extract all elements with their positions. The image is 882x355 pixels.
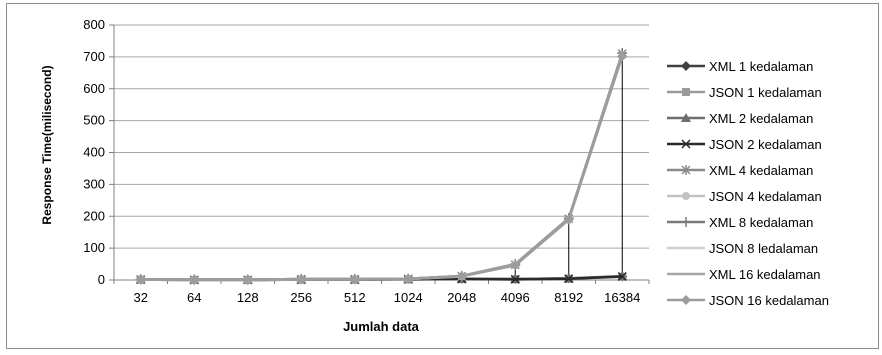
x-tick-label: 8192 (554, 290, 583, 305)
y-tick-label: 800 (83, 17, 105, 32)
x-tick-label: 64 (187, 290, 201, 305)
data-point (510, 260, 521, 271)
series-7 (135, 48, 628, 285)
legend-entry: XML 1 kedalaman (667, 59, 813, 74)
legend-marker (681, 139, 691, 149)
data-point (617, 271, 627, 282)
legend: XML 1 kedalaman JSON 1 kedalaman XML 2 ked… (667, 59, 829, 308)
series-line (140, 52, 624, 281)
y-tick-label: 300 (83, 176, 105, 191)
legend-entry: JSON 1 kedalaman (667, 85, 822, 100)
legend-label: JSON 1 kedalaman (709, 85, 822, 100)
legend-entry: XML 2 kedalaman (667, 111, 813, 126)
drop-lines (461, 53, 623, 280)
y-tick-label: 200 (83, 208, 105, 223)
y-tick-label: 500 (83, 113, 105, 128)
legend-label: XML 16 kedalaman (709, 267, 821, 282)
legend-label: JSON 4 kedalaman (709, 189, 822, 204)
data-point (564, 274, 574, 284)
legend-marker (681, 113, 691, 122)
data-point (456, 271, 467, 282)
y-tick-label: 400 (83, 145, 105, 160)
x-axis-label: Jumlah data (343, 319, 420, 334)
series-line (140, 55, 624, 282)
legend-label: XML 8 kedalaman (709, 215, 813, 230)
data-point (563, 214, 574, 225)
y-axis-ticks: 0 100 200 300 400 500 600 700 800 (83, 17, 114, 287)
legend-label: JSON 16 kedalaman (709, 293, 829, 308)
legend-marker (681, 61, 691, 71)
legend-label: JSON 8 ledalaman (709, 241, 818, 256)
legend-marker (681, 217, 691, 227)
legend-marker (681, 165, 691, 175)
legend-entry: XML 4 kedalaman (667, 163, 813, 178)
x-tick-label: 1024 (394, 290, 423, 305)
x-tick-label: 2048 (447, 290, 476, 305)
x-tick-label: 128 (237, 290, 259, 305)
chart-frame: 0 100 200 300 400 500 600 700 800 32 64 128 256 512 1… (6, 3, 879, 349)
y-tick-label: 700 (83, 49, 105, 64)
data-point (296, 274, 307, 285)
series-6 (136, 51, 627, 284)
x-tick-label: 256 (290, 290, 312, 305)
x-tick-label: 4096 (501, 290, 530, 305)
x-tick-label: 32 (134, 290, 148, 305)
legend-entry: XML 16 kedalaman (667, 267, 821, 282)
series-group (135, 48, 628, 285)
legend-marker (682, 88, 690, 96)
legend-label: XML 1 kedalaman (709, 59, 813, 74)
y-axis-label: Response Time(milisecond) (40, 65, 54, 224)
line-chart: 0 100 200 300 400 500 600 700 800 32 64 128 256 512 1… (40, 17, 829, 334)
legend-entry: JSON 16 kedalaman (667, 293, 829, 308)
data-point (349, 274, 360, 285)
legend-entry: JSON 4 kedalaman (667, 189, 822, 204)
data-point (189, 275, 200, 285)
legend-entry: XML 8 kedalaman (667, 215, 813, 230)
x-tick-label: 16384 (604, 290, 640, 305)
series-line (140, 53, 624, 281)
legend-marker (682, 192, 690, 200)
y-tick-label: 100 (83, 240, 105, 255)
gridlines (114, 24, 649, 281)
y-tick-label: 600 (83, 81, 105, 96)
series-9 (140, 53, 624, 281)
x-axis-ticks: 32 64 128 256 512 1024 2048 4096 8192 16384 (113, 280, 650, 305)
series-10 (135, 51, 628, 285)
data-point (242, 275, 253, 285)
legend-label: JSON 2 kedalaman (709, 137, 822, 152)
legend-entry: JSON 2 kedalaman (667, 137, 822, 152)
legend-label: XML 2 kedalaman (709, 111, 813, 126)
legend-marker (681, 295, 691, 305)
series-5 (136, 48, 627, 285)
y-tick-label: 0 (98, 272, 105, 287)
legend-entry: JSON 8 ledalaman (667, 241, 818, 256)
x-tick-label: 512 (344, 290, 366, 305)
data-point (510, 274, 520, 284)
data-point (403, 274, 414, 285)
data-point (135, 274, 146, 285)
series-line (140, 55, 624, 282)
series-line (140, 53, 624, 281)
data-point (617, 51, 628, 62)
legend-label: XML 4 kedalaman (709, 163, 813, 178)
